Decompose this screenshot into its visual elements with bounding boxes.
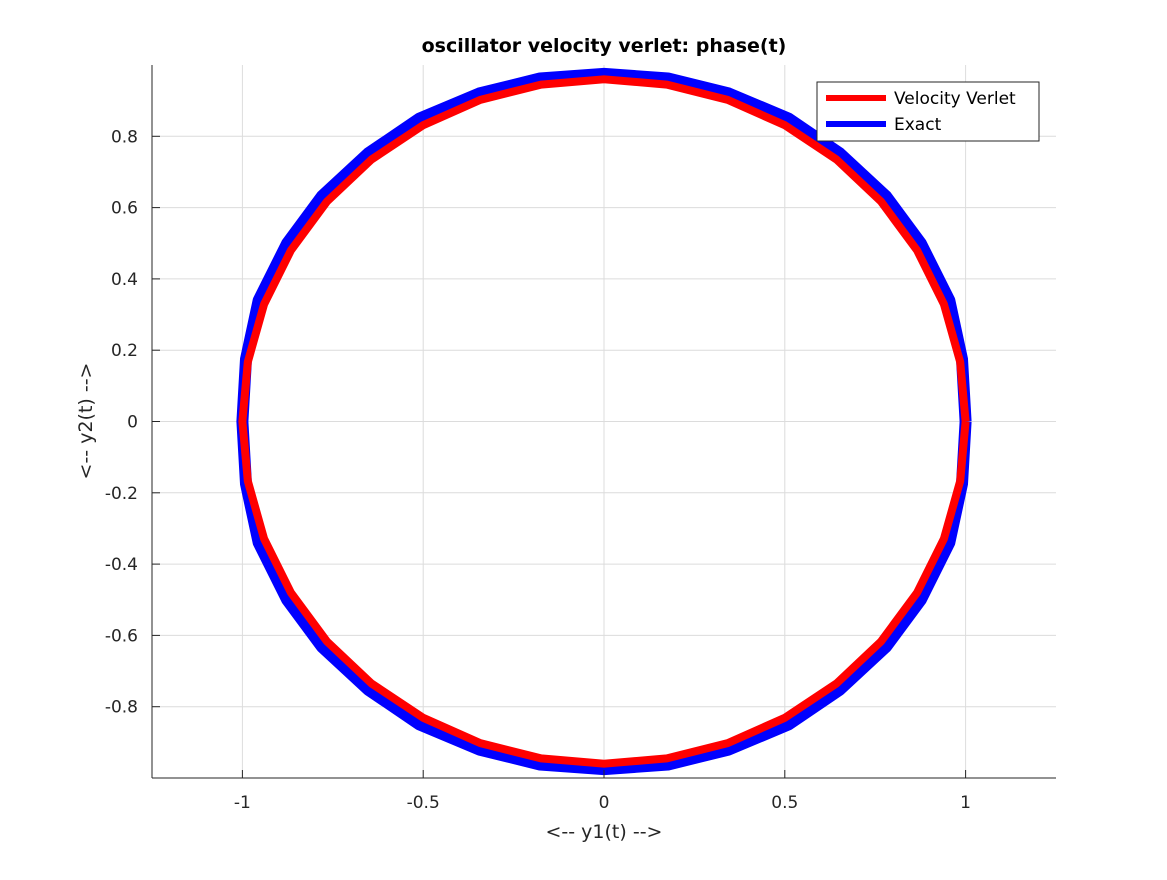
- y-tick-label: 0.8: [111, 127, 138, 147]
- legend: Velocity Verlet Exact: [816, 81, 1040, 142]
- x-tick-label: -1: [234, 793, 251, 813]
- y-axis-label: <-- y2(t) -->: [75, 363, 97, 480]
- x-tick-label: 1: [960, 793, 971, 813]
- x-tick-label: 0: [599, 793, 610, 813]
- legend-label-exact: Exact: [894, 115, 942, 135]
- legend-label-velocity-verlet: Velocity Verlet: [894, 89, 1016, 109]
- x-tick-label: 0.5: [771, 793, 798, 813]
- y-tick-label: -0.6: [105, 626, 138, 646]
- y-tick-label: -0.4: [105, 555, 138, 575]
- y-tick-label: -0.2: [105, 484, 138, 504]
- x-axis-label: <-- y1(t) -->: [546, 821, 663, 843]
- series-layer: [236, 67, 972, 776]
- y-tick-label: 0: [127, 413, 138, 433]
- x-ticks: -1 -0.5 0 0.5 1: [234, 770, 971, 813]
- y-tick-label: 0.2: [111, 341, 138, 361]
- chart-title: oscillator velocity verlet: phase(t): [422, 35, 787, 57]
- series-line-velocity-verlet: [238, 75, 970, 768]
- y-tick-label: 0.6: [111, 199, 138, 219]
- y-ticks: -0.8 -0.6 -0.4 -0.2 0 0.2 0.4 0.6 0.8: [105, 127, 160, 718]
- y-tick-label: 0.4: [111, 270, 138, 290]
- grid: [152, 65, 1056, 778]
- legend-box: [816, 81, 1040, 142]
- x-tick-label: -0.5: [407, 793, 440, 813]
- y-tick-label: -0.8: [105, 698, 138, 718]
